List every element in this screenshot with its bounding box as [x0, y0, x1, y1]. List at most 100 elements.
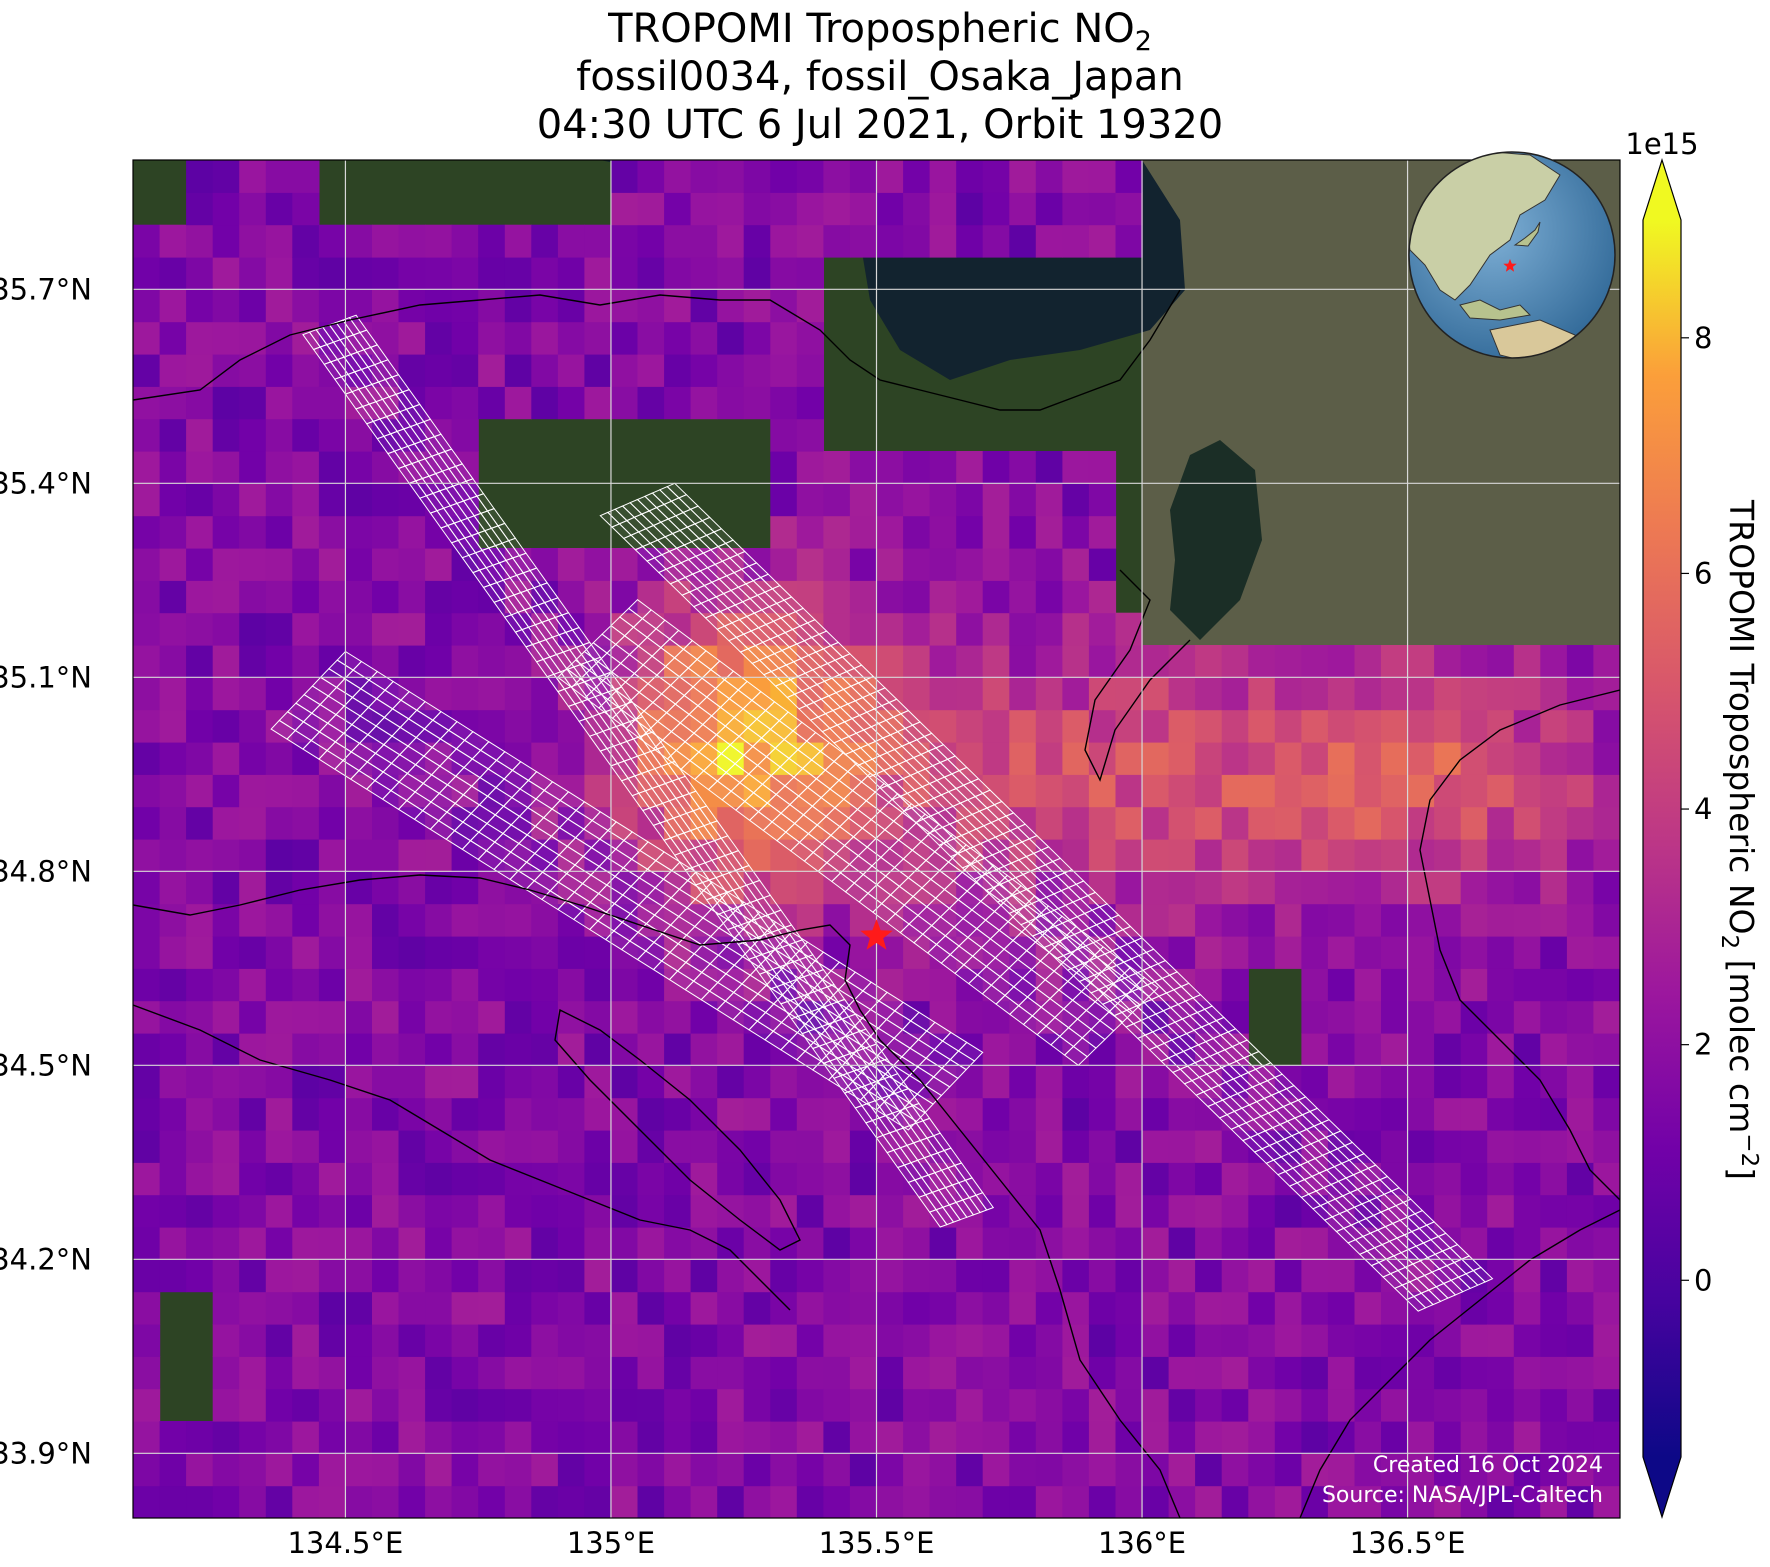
no2-pixel [1407, 677, 1435, 711]
no2-pixel [1407, 1485, 1435, 1518]
no2-pixel [717, 1194, 745, 1228]
no2-pixel [1009, 548, 1037, 581]
no2-pixel [478, 1324, 506, 1357]
no2-pixel [451, 1130, 479, 1163]
water-lake-biwa [1170, 440, 1262, 640]
no2-pixel [345, 1000, 373, 1034]
no2-pixel [265, 354, 293, 387]
no2-pixel [929, 1453, 957, 1487]
no2-pixel [345, 1388, 373, 1422]
no2-pixel [265, 1259, 293, 1293]
no2-pixel [796, 483, 824, 517]
no2-pixel [372, 1485, 400, 1518]
no2-pixel [425, 936, 453, 969]
no2-pixel [1062, 1421, 1090, 1454]
no2-pixel [1221, 709, 1249, 743]
no2-pixel [372, 839, 400, 872]
no2-pixel [1566, 1291, 1595, 1325]
no2-pixel [1540, 1291, 1568, 1325]
no2-pixel [1195, 645, 1223, 678]
no2-pixel [982, 1421, 1010, 1454]
no2-pixel [1301, 903, 1329, 937]
no2-pixel [212, 321, 240, 355]
no2-pixel [451, 386, 479, 420]
no2-pixel [611, 1033, 639, 1066]
no2-pixel [770, 321, 798, 355]
no2-pixel [398, 321, 426, 355]
no2-pixel [212, 224, 240, 258]
no2-pixel [1221, 1259, 1249, 1293]
no2-pixel [770, 1324, 798, 1357]
no2-pixel [239, 289, 267, 323]
no2-pixel [876, 224, 904, 258]
no2-pixel [212, 160, 240, 161]
no2-pixel [823, 160, 851, 193]
no2-pixel [796, 354, 824, 387]
colorbar-extend-min [1643, 1457, 1681, 1517]
no2-pixel [1301, 871, 1329, 905]
no2-pixel [239, 645, 267, 678]
no2-pixel [1593, 806, 1620, 840]
no2-pixel [611, 1162, 639, 1196]
no2-pixel [611, 580, 639, 614]
no2-pixel [265, 548, 293, 581]
target-star-marker [860, 919, 893, 950]
no2-pixel [1327, 1000, 1356, 1034]
no2-pixel [956, 548, 984, 581]
no2-pixel [1009, 645, 1037, 678]
no2-pixel [186, 1485, 214, 1518]
no2-pixel [770, 1065, 798, 1099]
no2-pixel [823, 612, 851, 646]
no2-pixel [212, 1485, 240, 1518]
no2-pixel [425, 709, 453, 743]
no2-pixel [1088, 1356, 1117, 1390]
no2-pixel [186, 192, 214, 226]
no2-pixel [292, 839, 320, 872]
no2-pixel [478, 709, 506, 743]
no2-pixel [1540, 774, 1568, 808]
no2-pixel [1407, 968, 1435, 1002]
no2-pixel [292, 1000, 320, 1034]
no2-pixel [664, 1421, 692, 1454]
no2-pixel [1088, 709, 1117, 743]
globe-outline [1408, 151, 1616, 359]
no2-pixel [478, 257, 506, 290]
latitude-tick-label: 35.4°N [0, 466, 92, 500]
no2-pixel [1327, 903, 1356, 937]
no2-pixel [318, 1259, 347, 1293]
no2-pixel [1195, 774, 1223, 808]
no2-pixel [504, 968, 532, 1002]
no2-pixel [186, 1000, 214, 1034]
no2-pixel [664, 1324, 692, 1357]
no2-pixel [1487, 1097, 1515, 1131]
no2-pixel [1035, 709, 1063, 743]
no2-pixel [982, 645, 1010, 678]
no2-pixel [903, 1356, 931, 1390]
no2-pixel [929, 192, 957, 226]
no2-pixel [1381, 1453, 1409, 1487]
no2-pixel [982, 451, 1010, 484]
no2-pixel [1035, 742, 1063, 775]
no2-pixel [265, 160, 293, 161]
no2-pixel [770, 580, 798, 614]
no2-pixel [1487, 774, 1515, 808]
no2-pixel [292, 160, 320, 193]
no2-pixel [265, 289, 293, 323]
no2-pixel [345, 418, 373, 452]
no2-pixel [1434, 1033, 1462, 1066]
no2-pixel [1381, 1000, 1409, 1034]
no2-pixel [212, 903, 240, 937]
no2-pixel [239, 515, 267, 549]
no2-pixel [1221, 1162, 1249, 1196]
map-panel[interactable]: Created 16 Oct 2024 Source: NASA/JPL-Cal… [133, 128, 1621, 1519]
no2-pixel [717, 1000, 745, 1034]
no2-pixel [717, 192, 745, 226]
no2-pixel [159, 224, 187, 258]
no2-pixel [159, 1194, 187, 1228]
no2-pixel [159, 483, 187, 517]
no2-pixel [239, 160, 267, 161]
no2-pixel [1009, 224, 1037, 258]
no2-pixel [956, 612, 984, 646]
title-line-2: fossil0034, fossil_Osaka_Japan [576, 54, 1184, 100]
no2-pixel [1009, 1065, 1037, 1099]
